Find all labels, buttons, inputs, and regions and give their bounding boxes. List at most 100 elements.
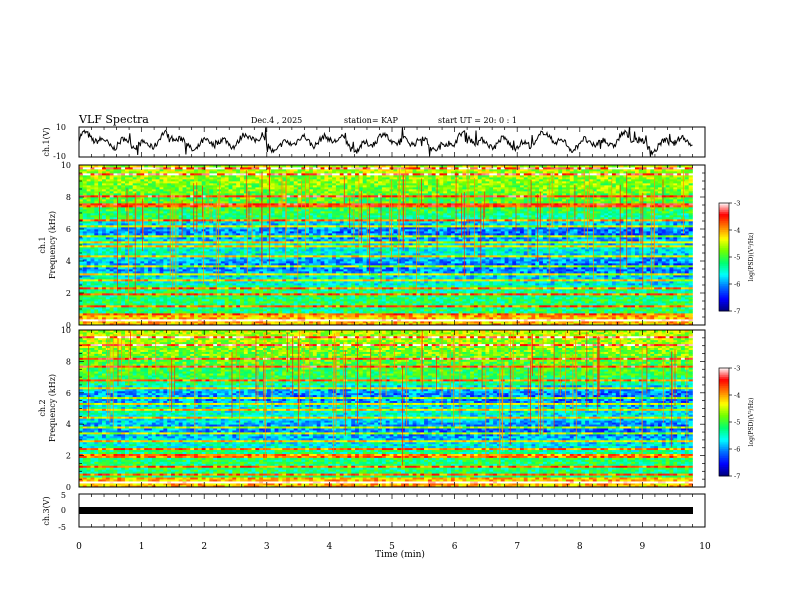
spectrogram-cell [121,277,126,280]
spectrogram-cell [232,265,237,268]
spectrogram-cell [201,289,206,292]
spectrogram-cell [393,319,398,322]
spectrogram-cell [408,321,413,324]
spectrogram-cell [535,265,540,268]
spectrogram-cell [220,305,226,308]
spectrogram-cell [619,297,624,300]
spectrogram-cell [358,295,364,298]
spectrogram-cell [178,289,183,292]
spectrogram-cell [473,271,479,274]
spectrogram-cell [427,319,433,322]
spectrogram-cell [627,271,632,274]
spectrogram-cell [439,267,444,270]
spectrogram-cell [136,315,141,318]
spectrogram-cell [178,309,183,312]
spectrogram-cell [447,305,452,308]
spectrogram-cell [458,281,463,284]
spectrogram-cell [278,285,283,288]
spectrogram-cell [374,311,379,314]
spectrogram-cell [178,311,183,314]
ch1-waveform-line [78,127,693,157]
spectrogram-cell [90,319,95,322]
spectrogram-cell [401,323,406,326]
spectrogram-cell [201,317,206,320]
spectrogram-cell [485,271,490,274]
spectrogram-cell [565,297,571,300]
spectrogram-cell [496,279,502,282]
spectrogram-cell [496,297,502,300]
spectrogram-cell [558,271,563,274]
spectrogram-cell [86,267,91,270]
spectrogram-cell [516,269,521,272]
spectrogram-cell [159,299,164,302]
spectrogram-cell [358,319,364,322]
spectrogram-cell [585,299,590,302]
spectrogram-cell [527,307,532,310]
spectrogram-cell [569,277,574,280]
spectrogram-cell [684,313,689,316]
spectrogram-cell [293,265,298,268]
spectrogram-cell [562,307,567,310]
spectrogram-cell [450,323,456,326]
spectrogram-cell [516,289,521,292]
spectrogram-cell [481,281,486,284]
spectrogram-cell [473,269,479,272]
spectrogram-cell [113,273,118,276]
spectrogram-cell [420,277,425,280]
spectrogram-cell [232,279,237,282]
spectrogram-cell [470,279,475,282]
spectrogram-cell [661,317,666,320]
spectrogram-cell [343,299,348,302]
spectrogram-cell [558,283,563,286]
spectrogram-cell [470,303,475,306]
spectrogram-cell [623,309,628,312]
spectrogram-cell [581,291,586,294]
spectrogram-cell [121,309,126,312]
spectrogram-cell [90,305,95,308]
spectrogram-cell [205,305,210,308]
spectrogram-cell [197,315,203,318]
spectrogram-cell [105,311,111,314]
spectrogram-cell [623,293,628,296]
spectrogram-cell [155,285,160,288]
spectrogram-cell [347,269,352,272]
spectrogram-cell [443,319,448,322]
spectrogram-cell [443,265,448,268]
spectrogram-cell [266,281,272,284]
spectrogram-cell [443,293,448,296]
spectrogram-cell [615,275,620,278]
spectrogram-cell [496,295,502,298]
spectrogram-cell [335,301,341,304]
spectrogram-cell [450,311,456,314]
spectrogram-cell [320,299,325,302]
spectrogram-cell [220,297,226,300]
spectrogram-cell [466,295,471,298]
spectrogram-cell [128,277,134,280]
spectrogram-cell [217,295,222,298]
spectrogram-cell [240,293,245,296]
spectrogram-cell [688,299,693,302]
spectrogram-cell [312,291,318,294]
spectrogram-cell [355,267,360,270]
spectrogram-cell [289,291,295,294]
spectrogram-cell [213,301,218,304]
spectrogram-cell [439,285,444,288]
spectrogram-cell [504,323,509,326]
spectrogram-cell [335,263,341,266]
spectrogram-cell [297,283,302,286]
spectrogram-cell [266,285,272,288]
spectrogram-cell [167,299,172,302]
spectrogram-cell [385,275,390,278]
spectrogram-cell [562,313,567,316]
spectrogram-cell [121,311,126,314]
spectrogram-cell [128,295,134,298]
spectrogram-cell [282,287,287,290]
spectrogram-cell [232,313,237,316]
spectrogram-cell [435,287,440,290]
spectrogram-cell [378,265,383,268]
spectrogram-cell [508,301,513,304]
spectrogram-cell [339,299,344,302]
spectrogram-cell [136,293,141,296]
spectrogram-cell [577,299,582,302]
spectrogram-cell [554,317,559,320]
